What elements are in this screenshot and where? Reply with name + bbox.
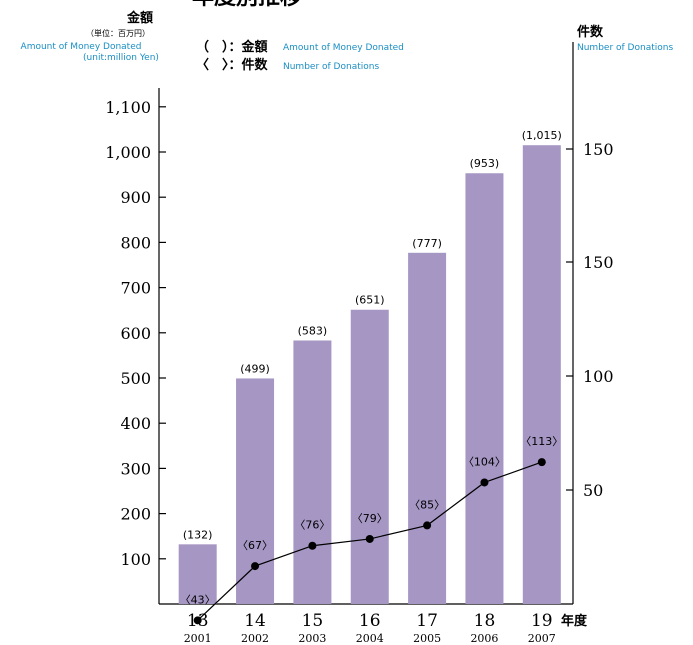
left-tick-label: 800	[120, 233, 151, 252]
x-year-label: 2005	[413, 632, 441, 645]
bar	[408, 253, 446, 604]
count-point	[366, 535, 374, 543]
count-value-label: 〈104〉	[463, 455, 506, 468]
left-tick-label: 1,100	[105, 98, 151, 117]
x-year-label: 2004	[356, 632, 384, 645]
right-tick-label: 100	[583, 367, 614, 386]
chart-title: 年度別推移	[192, 0, 302, 10]
right-axis-title-en: Number of Donations	[577, 43, 673, 53]
count-value-label: 〈76〉	[294, 519, 330, 532]
bar	[465, 173, 503, 604]
x-year-label: 2007	[528, 632, 556, 645]
count-value-label: 〈79〉	[352, 512, 388, 525]
bar	[523, 145, 561, 604]
bar-value-label: (1,015)	[522, 129, 562, 142]
count-value-label: 〈67〉	[237, 539, 273, 552]
count-point	[308, 542, 316, 550]
count-value-label: 〈43〉	[180, 593, 216, 606]
right-tick-label: 150	[583, 253, 614, 272]
right-tick-label: 150	[583, 140, 614, 159]
bar	[351, 310, 389, 604]
left-tick-label: 500	[120, 369, 151, 388]
left-tick-label: 400	[120, 414, 151, 433]
x-axis-title: 年度	[561, 613, 588, 629]
count-value-label: 〈85〉	[409, 498, 445, 511]
count-point	[423, 521, 431, 529]
count-point	[538, 458, 546, 466]
x-year-label: 2002	[241, 632, 269, 645]
legend-count-en: Number of Donations	[283, 62, 379, 72]
count-point	[480, 478, 488, 486]
count-value-label: 〈113〉	[520, 435, 563, 448]
legend-count-symbol: 〈 〉：件数	[196, 57, 269, 73]
x-year-label: 2001	[184, 632, 212, 645]
right-tick-label: 50	[583, 481, 603, 500]
bar-value-label: (132)	[183, 528, 213, 541]
left-tick-label: 900	[120, 188, 151, 207]
left-tick-label: 1,000	[105, 143, 151, 162]
left-tick-label: 200	[120, 505, 151, 524]
left-axis-title-en-2: (unit:million Yen)	[83, 53, 159, 63]
bar	[293, 340, 331, 604]
x-year-label: 2006	[470, 632, 498, 645]
x-tick-label: 19	[531, 611, 553, 631]
bar-value-label: (777)	[412, 237, 442, 250]
x-tick-label: 17	[416, 611, 438, 631]
left-tick-label: 300	[120, 459, 151, 478]
bar-value-label: (583)	[298, 324, 328, 337]
x-tick-label: 14	[244, 611, 266, 631]
left-axis-title: 金額	[126, 10, 153, 26]
count-point	[251, 562, 259, 570]
bar-value-label: (499)	[240, 362, 270, 375]
legend-money-en: Amount of Money Donated	[283, 43, 404, 53]
left-axis-ticks: 100 200 300 400 500 600 700 800 900 1,000 1,100	[105, 98, 166, 569]
left-tick-label: 700	[120, 279, 151, 298]
left-axis-title-en-1: Amount of Money Donated	[21, 42, 142, 52]
left-axis-unit: （単位：百万円）	[86, 28, 150, 38]
x-tick-label: 15	[302, 611, 324, 631]
left-tick-label: 100	[120, 550, 151, 569]
x-tick-label: 13	[187, 611, 209, 631]
left-tick-label: 600	[120, 324, 151, 343]
bar-value-label: (953)	[470, 157, 500, 170]
x-tick-label: 16	[359, 611, 381, 631]
legend-money-symbol: （ ）：金額	[196, 39, 268, 55]
bar-value-label: (651)	[355, 294, 385, 307]
right-axis-title: 件数	[577, 24, 604, 40]
bar	[236, 378, 274, 604]
x-year-label: 2003	[298, 632, 326, 645]
x-tick-label: 18	[474, 611, 496, 631]
